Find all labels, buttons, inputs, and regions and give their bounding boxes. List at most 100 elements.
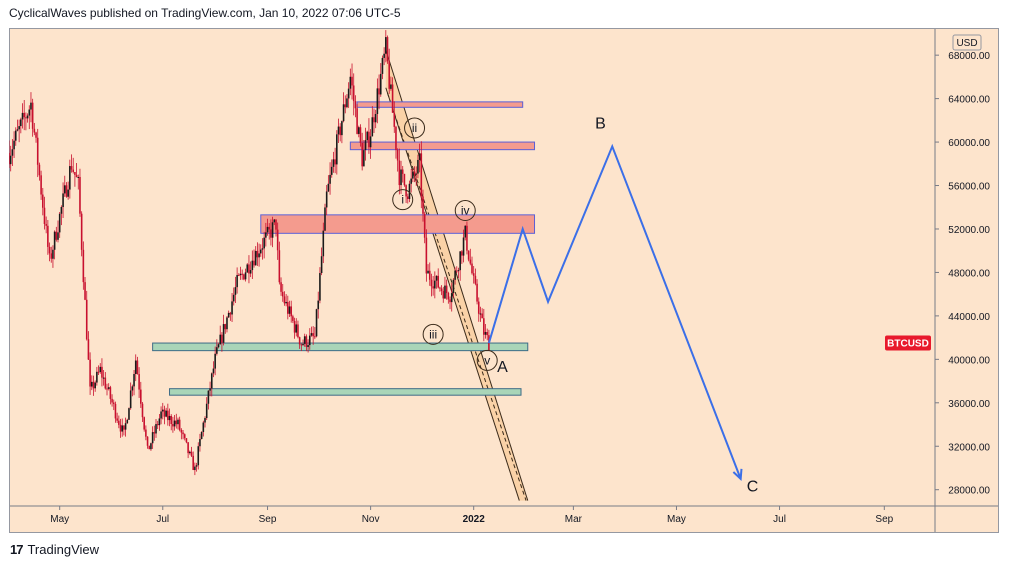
candle-body <box>457 270 460 272</box>
candle <box>390 76 392 91</box>
candle-body <box>94 382 96 389</box>
candle <box>324 203 326 231</box>
support-zone-3[interactable] <box>152 342 529 352</box>
wave-label-iv[interactable]: iv <box>454 200 476 222</box>
candle-body <box>476 283 478 302</box>
candle <box>189 450 191 455</box>
candle-body <box>344 104 347 108</box>
candle <box>75 163 78 178</box>
candle-body <box>48 246 51 254</box>
candle-body <box>373 117 375 123</box>
support-zone-4[interactable] <box>169 388 522 396</box>
candle-body <box>241 273 243 275</box>
candle-body <box>33 128 36 133</box>
candle-body <box>422 196 424 214</box>
candle <box>454 267 456 285</box>
y-tick-label: 44000.00 <box>948 312 990 323</box>
candle-body <box>80 213 83 250</box>
corrective-label-C[interactable]: C <box>747 478 759 495</box>
candle-body <box>281 291 284 297</box>
channel-lower-line[interactable] <box>385 87 520 501</box>
candle <box>266 218 269 236</box>
candle <box>101 358 103 387</box>
candle-body <box>236 275 238 288</box>
candle-body <box>285 301 287 304</box>
candle <box>307 339 309 353</box>
candle-body <box>308 335 311 346</box>
candle <box>325 185 328 216</box>
candle-body <box>420 153 423 197</box>
candle-body <box>141 403 144 418</box>
resistance-zone-0[interactable] <box>356 101 524 108</box>
wave-label-circle <box>476 349 498 371</box>
candle-body <box>214 353 216 369</box>
candle <box>178 416 181 432</box>
candle-body <box>310 333 313 336</box>
candle <box>47 220 49 255</box>
wave-label-text: iv <box>461 204 470 218</box>
candle-body <box>324 207 326 231</box>
candle <box>128 407 130 420</box>
candle-body <box>379 73 382 95</box>
resistance-zone-1[interactable] <box>349 141 536 151</box>
wave-label-text: ii <box>412 121 417 135</box>
candle <box>160 406 162 425</box>
time-axis-background[interactable] <box>9 506 999 533</box>
candle-body <box>89 359 91 387</box>
candle <box>354 95 357 118</box>
candle <box>133 369 135 396</box>
candle-body <box>106 388 108 390</box>
y-tick-label: 48000.00 <box>948 268 990 279</box>
wave-label-i[interactable]: i <box>392 189 414 211</box>
candle-body <box>246 264 249 273</box>
candle <box>13 131 15 158</box>
candle-body <box>134 360 137 375</box>
candle-body <box>209 388 211 391</box>
candle-body <box>437 275 440 288</box>
candle <box>332 151 335 173</box>
candle-body <box>452 279 455 294</box>
wave-label-ii[interactable]: ii <box>404 117 426 139</box>
candle <box>466 221 468 255</box>
corrective-label-A[interactable]: A <box>497 359 508 376</box>
candle-body <box>227 312 230 318</box>
price-axis-background[interactable] <box>935 28 999 506</box>
candle <box>469 248 472 266</box>
corrective-label-B[interactable]: B <box>595 116 606 133</box>
candle-body <box>398 160 401 186</box>
candle <box>194 462 196 476</box>
candle-body <box>26 115 29 119</box>
candle <box>449 296 451 310</box>
channel-upper-line[interactable] <box>385 49 529 501</box>
currency-badge[interactable]: USD <box>952 34 982 51</box>
candle <box>376 78 379 124</box>
candle <box>400 160 402 194</box>
candle <box>430 273 433 297</box>
candle <box>344 95 347 114</box>
wave-label-iii[interactable]: iii <box>422 323 444 345</box>
candle <box>153 425 156 441</box>
wave-label-v[interactable]: v <box>476 349 498 371</box>
candle <box>437 268 440 289</box>
candle-body <box>185 438 188 443</box>
candle-body <box>439 287 441 289</box>
candle <box>155 418 157 438</box>
candle <box>329 162 331 195</box>
candle-body <box>165 410 167 417</box>
candle <box>398 148 401 195</box>
candle-body <box>158 418 161 426</box>
x-tick-label: May <box>50 514 69 525</box>
x-tick-label: Jul <box>773 514 786 525</box>
candle <box>249 261 252 278</box>
candle-body <box>466 225 468 251</box>
projection-path[interactable] <box>487 143 742 480</box>
candle <box>82 241 85 290</box>
candle-body <box>270 229 272 238</box>
candle-body <box>63 185 66 194</box>
candle <box>20 117 22 134</box>
candle <box>408 180 411 203</box>
candle <box>197 442 200 470</box>
channel-mid-line[interactable] <box>387 93 527 501</box>
resistance-zone-2[interactable] <box>260 214 536 234</box>
